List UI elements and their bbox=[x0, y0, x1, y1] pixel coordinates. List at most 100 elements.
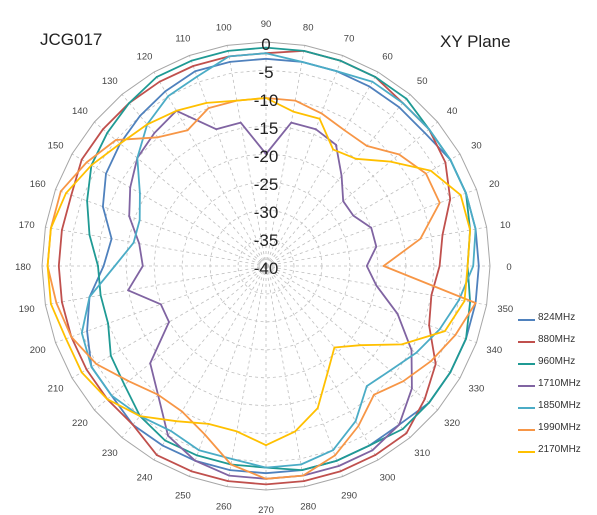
data-point bbox=[326, 371, 329, 374]
angle-tick-label: 150 bbox=[48, 141, 64, 152]
grid-ring bbox=[69, 69, 463, 463]
chart-label-right: XY Plane bbox=[440, 32, 511, 51]
grid-spoke bbox=[265, 121, 438, 267]
data-point bbox=[423, 398, 426, 401]
data-point bbox=[95, 363, 98, 365]
data-point bbox=[161, 444, 164, 447]
data-point bbox=[396, 313, 399, 315]
grid-spoke bbox=[265, 265, 379, 461]
data-point bbox=[99, 294, 102, 297]
angle-tick-label: 310 bbox=[414, 448, 430, 459]
angle-tick-label: 60 bbox=[382, 52, 393, 63]
grid-spoke bbox=[265, 265, 438, 411]
radial-tick-label: -5 bbox=[258, 63, 273, 82]
data-point bbox=[190, 59, 193, 62]
data-point bbox=[158, 80, 161, 83]
data-point bbox=[70, 194, 73, 197]
data-point bbox=[477, 265, 480, 267]
angle-tick-label: 120 bbox=[137, 52, 153, 63]
data-point bbox=[146, 123, 149, 126]
data-point bbox=[50, 303, 52, 305]
radial-tick-label: -10 bbox=[254, 91, 279, 110]
grid-spoke bbox=[265, 265, 343, 477]
data-point bbox=[265, 483, 267, 486]
grid-spoke bbox=[121, 94, 267, 267]
data-point bbox=[438, 265, 441, 267]
data-point bbox=[231, 458, 233, 460]
data-point bbox=[102, 128, 104, 131]
data-point bbox=[355, 157, 357, 160]
grid-spoke bbox=[55, 265, 267, 343]
data-point bbox=[430, 169, 432, 172]
data-point bbox=[50, 227, 52, 230]
data-point bbox=[371, 80, 374, 83]
grid-ring bbox=[237, 237, 295, 295]
angle-tick-label: 230 bbox=[102, 448, 118, 459]
radial-tick-label: -15 bbox=[254, 119, 279, 138]
data-point bbox=[230, 463, 232, 466]
grid-spoke bbox=[265, 226, 487, 267]
data-point bbox=[149, 362, 152, 365]
grid-spoke bbox=[45, 226, 267, 267]
data-point bbox=[131, 423, 134, 426]
legend-swatch bbox=[518, 363, 535, 365]
series-layer bbox=[46, 46, 480, 486]
data-point bbox=[128, 102, 131, 104]
data-point bbox=[235, 430, 238, 433]
angle-tick-label: 190 bbox=[19, 304, 35, 315]
data-point bbox=[430, 294, 433, 297]
chart-label-left: JCG017 bbox=[40, 30, 103, 49]
data-point bbox=[444, 161, 447, 164]
angle-tick-label: 280 bbox=[300, 501, 316, 512]
angle-tick-label: 160 bbox=[30, 179, 46, 190]
data-point bbox=[85, 161, 88, 164]
data-point bbox=[127, 380, 130, 383]
grid-ring bbox=[181, 181, 351, 351]
angle-tick-label: 100 bbox=[216, 23, 232, 34]
data-point bbox=[157, 393, 159, 396]
data-point bbox=[454, 334, 457, 336]
data-point bbox=[365, 265, 368, 267]
data-point bbox=[265, 444, 267, 447]
angle-tick-label: 50 bbox=[417, 76, 428, 87]
data-point bbox=[375, 245, 378, 248]
data-point bbox=[88, 234, 91, 236]
angle-tick-label: 240 bbox=[137, 472, 153, 483]
data-point bbox=[370, 226, 373, 229]
grid-spoke bbox=[265, 265, 411, 438]
data-point bbox=[441, 234, 444, 236]
legend-label: 1990MHz bbox=[538, 422, 581, 433]
angle-tick-label: 180 bbox=[15, 262, 31, 273]
data-point bbox=[229, 469, 231, 471]
data-point bbox=[153, 132, 156, 134]
series-line bbox=[127, 109, 413, 480]
data-point bbox=[164, 439, 167, 442]
angle-tick-label: 40 bbox=[447, 106, 458, 117]
angle-tick-label: 250 bbox=[175, 490, 191, 501]
grid-spoke bbox=[265, 45, 306, 267]
radial-tick-label: -30 bbox=[254, 203, 279, 222]
tick-label-layer: 0 -5 -10 -15 -20 -25 -30 -35 -40 0 10 20 30 40 50 60 70 8… bbox=[15, 19, 513, 515]
data-point bbox=[375, 284, 378, 287]
data-point bbox=[444, 330, 446, 332]
data-point bbox=[373, 393, 375, 396]
data-point bbox=[401, 102, 404, 104]
data-point bbox=[292, 110, 295, 113]
data-point bbox=[265, 153, 267, 155]
data-point bbox=[227, 50, 230, 52]
grid-spoke bbox=[153, 265, 267, 461]
angle-tick-label: 20 bbox=[489, 179, 500, 190]
series-1850MHz bbox=[80, 52, 477, 469]
data-point bbox=[107, 322, 109, 325]
grid-spoke bbox=[265, 55, 343, 267]
data-point bbox=[402, 380, 405, 383]
series-2170MHz bbox=[46, 97, 472, 447]
data-point bbox=[301, 469, 303, 471]
data-point bbox=[449, 158, 452, 161]
angle-tick-label: 220 bbox=[72, 418, 88, 429]
legend-item: 1990MHz bbox=[518, 422, 597, 438]
angle-tick-label: 130 bbox=[102, 76, 118, 87]
grid-spoke bbox=[265, 265, 487, 306]
data-point bbox=[119, 142, 121, 145]
data-point bbox=[352, 214, 355, 217]
